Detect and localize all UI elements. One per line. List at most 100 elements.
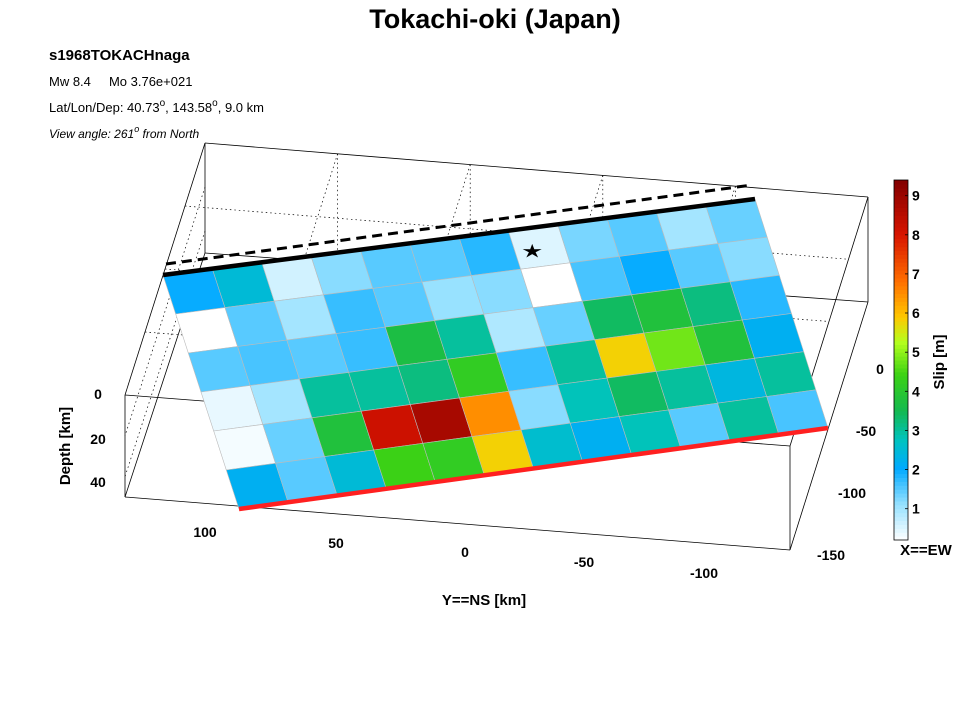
colorbar-tick-label: 9 [912, 188, 920, 204]
colorbar-segment [894, 379, 908, 385]
location-depth: , 9.0 km [218, 100, 264, 115]
colorbar-segment [894, 410, 908, 416]
colorbar-segment [894, 199, 908, 205]
colorbar-frame [893, 179, 909, 541]
colorbar-label: Slip [m] [931, 334, 948, 389]
colorbar-tick-label: 3 [912, 422, 920, 438]
event-id: s1968TOKACHnaga [49, 47, 190, 64]
colorbar-segment [894, 285, 908, 291]
colorbar-segment [894, 340, 908, 345]
z-tick-label: 20 [90, 431, 106, 447]
colorbar-segment [894, 313, 908, 318]
x-tick-label: -50 [856, 423, 876, 439]
box-edge [124, 496, 791, 551]
figure-title: Tokachi-oki (Japan) [369, 4, 621, 34]
y-tick-label: -100 [690, 565, 718, 581]
colorbar-segment [894, 395, 908, 400]
z-tick-label: 0 [94, 386, 102, 402]
fault-bottom-edge [238, 425, 829, 512]
colorbar-segment [894, 430, 908, 435]
colorbar-segment [894, 508, 908, 514]
x-tick-label: -100 [838, 485, 866, 501]
box-edge [204, 142, 869, 198]
colorbar-segment [894, 524, 908, 529]
colorbar-segment [894, 473, 908, 478]
colorbar-segment [894, 262, 908, 267]
colorbar-segment [894, 328, 908, 334]
colorbar-tick-label: 7 [912, 266, 920, 282]
colorbar-segment [894, 187, 908, 193]
y-axis-label: Y==NS [km] [442, 592, 526, 609]
y-tick-label: -50 [574, 554, 594, 570]
colorbar-segment [894, 180, 908, 185]
hypocenter-star-icon [522, 243, 542, 258]
colorbar-segment [894, 309, 908, 314]
colorbar-segment [894, 438, 908, 443]
colorbar-segment [894, 360, 908, 365]
colorbar-segment [894, 367, 908, 373]
colorbar-segment [894, 489, 908, 494]
colorbar-segment [894, 242, 908, 248]
colorbar-segment [894, 219, 908, 224]
colorbar-segment [894, 500, 908, 506]
colorbar-segment [894, 195, 908, 201]
colorbar-segment [894, 363, 908, 369]
location-line: Lat/Lon/Dep: 40.73o, 143.58o, 9.0 km [49, 98, 264, 115]
colorbar-segment [894, 399, 908, 404]
colorbar-segment [894, 434, 908, 439]
fault-edges [162, 183, 829, 512]
colorbar-segment [894, 336, 908, 342]
colorbar-segment [894, 457, 908, 463]
colorbar-segment [894, 375, 908, 381]
colorbar-segment [894, 254, 908, 259]
view-angle: View angle: 261o from North [49, 124, 200, 141]
y-tick-label: 100 [193, 524, 217, 540]
colorbar-segment [894, 516, 908, 522]
colorbar-segment [894, 461, 908, 467]
colorbar-tick-label: 2 [912, 462, 920, 478]
colorbar-segment [894, 324, 908, 330]
x-axis-label: X==EW [900, 542, 953, 559]
fault-trench-dashed [165, 183, 753, 266]
colorbar-segment [894, 352, 908, 357]
colorbar-segment [894, 383, 908, 388]
colorbar-segment [894, 414, 908, 420]
colorbar-segment [894, 348, 908, 353]
colorbar-segment [894, 465, 908, 471]
colorbar-segment [894, 238, 908, 244]
colorbar-segment [894, 277, 908, 283]
colorbar-segment [894, 485, 908, 490]
colorbar-segment [894, 504, 908, 510]
colorbar-segment [894, 536, 908, 541]
colorbar-segment [894, 477, 908, 482]
y-tick-label: 50 [328, 535, 344, 551]
colorbar-tick-label: 4 [912, 383, 920, 399]
colorbar-segment [894, 183, 908, 189]
colorbar-segment [894, 281, 908, 287]
fault-top-edge [162, 196, 756, 278]
colorbar-segment [894, 356, 908, 361]
x-tick-label: -150 [817, 547, 845, 563]
colorbar-segment [894, 289, 908, 295]
axis-ticks: 100 50 0 -50 -100 0 -50 -100 -150 0 20 40 [90, 361, 884, 581]
colorbar-segment [894, 481, 908, 486]
z-axis-label: Depth [km] [57, 407, 74, 485]
colorbar-tick-label: 5 [912, 344, 920, 360]
colorbar-segment [894, 344, 908, 349]
colorbar-segment [894, 250, 908, 255]
colorbar-segment [894, 450, 908, 455]
colorbar-segment [894, 258, 908, 263]
grid-line [124, 186, 206, 436]
box-edge [789, 301, 869, 551]
degree-mark-1: o [160, 98, 166, 109]
colorbar-segment [894, 453, 908, 459]
hypocenter-star-icon [522, 243, 542, 258]
location-lat: Lat/Lon/Dep: 40.73 [49, 100, 160, 115]
colorbar-segment [894, 316, 908, 322]
colorbar-tick-label: 6 [912, 305, 920, 321]
magnitude-moment: Mw 8.4 Mo 3.76e+021 [49, 74, 192, 89]
colorbar-segment [894, 203, 908, 208]
colorbar-segment [894, 422, 908, 428]
degree-mark-2: o [212, 98, 218, 109]
